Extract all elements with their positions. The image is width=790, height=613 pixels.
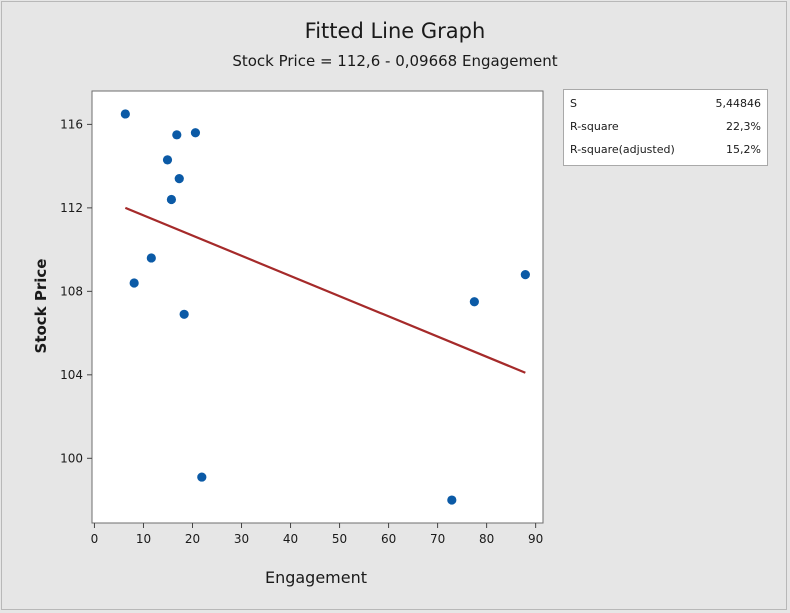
stats-row-r-square: R-square 22,3% xyxy=(570,117,761,135)
data-point xyxy=(469,297,479,307)
data-point xyxy=(520,270,530,280)
data-point xyxy=(129,278,139,288)
x-tick-label: 0 xyxy=(91,532,99,546)
data-point xyxy=(166,194,177,205)
x-tick-label: 80 xyxy=(479,532,494,546)
data-point xyxy=(172,130,182,140)
y-tick-label: 104 xyxy=(60,368,83,382)
data-point xyxy=(146,253,156,263)
fitted-line xyxy=(124,206,526,374)
stats-value: 22,3% xyxy=(726,119,761,133)
x-tick-label: 50 xyxy=(332,532,347,546)
stats-label: S xyxy=(570,96,577,110)
data-point xyxy=(162,155,173,165)
data-point xyxy=(447,495,457,505)
y-tick-label: 100 xyxy=(60,451,83,465)
x-tick-label: 60 xyxy=(381,532,396,546)
stats-value: 5,44846 xyxy=(715,96,762,110)
x-tick-label: 40 xyxy=(283,532,298,546)
x-tick-label: 20 xyxy=(185,532,200,546)
x-tick-label: 30 xyxy=(234,532,249,546)
y-tick-label: 112 xyxy=(60,201,83,215)
x-tick-label: 90 xyxy=(528,532,543,546)
data-point xyxy=(179,309,189,319)
data-point xyxy=(197,472,207,482)
chart-title: Fitted Line Graph xyxy=(304,19,486,43)
y-tick-label: 108 xyxy=(60,284,83,298)
data-point xyxy=(190,128,201,138)
data-point xyxy=(174,174,184,184)
plot-background xyxy=(91,90,544,524)
stats-value: 15,2% xyxy=(726,142,761,156)
x-axis-label: Engagement xyxy=(264,568,368,587)
data-point xyxy=(120,109,130,119)
stats-row-s: S 5,44846 xyxy=(570,94,761,112)
model-summary-box: S 5,44846 R-square 22,3% R-square(adjust… xyxy=(563,89,768,166)
y-axis-label: Stock Price xyxy=(32,258,50,354)
stats-label: R-square xyxy=(570,119,619,133)
y-tick-label: 116 xyxy=(60,117,83,131)
x-tick-label: 70 xyxy=(430,532,445,546)
stats-row-r-square-adjusted: R-square(adjusted) 15,2% xyxy=(570,140,761,158)
regression-equation: Stock Price = 112,6 - 0,09668 Engagement xyxy=(232,52,558,70)
stats-label: R-square(adjusted) xyxy=(570,142,675,156)
x-tick-label: 10 xyxy=(136,532,151,546)
